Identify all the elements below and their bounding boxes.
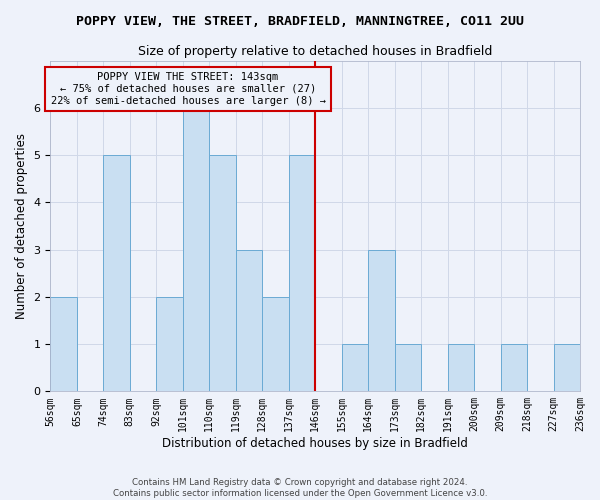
Text: Contains HM Land Registry data © Crown copyright and database right 2024.
Contai: Contains HM Land Registry data © Crown c…	[113, 478, 487, 498]
Bar	[262, 297, 289, 392]
Bar	[554, 344, 580, 392]
Bar	[103, 155, 130, 392]
Text: POPPY VIEW THE STREET: 143sqm
← 75% of detached houses are smaller (27)
22% of s: POPPY VIEW THE STREET: 143sqm ← 75% of d…	[50, 72, 326, 106]
Bar	[183, 108, 209, 392]
X-axis label: Distribution of detached houses by size in Bradfield: Distribution of detached houses by size …	[162, 437, 468, 450]
Title: Size of property relative to detached houses in Bradfield: Size of property relative to detached ho…	[138, 45, 493, 58]
Bar	[500, 344, 527, 392]
Text: POPPY VIEW, THE STREET, BRADFIELD, MANNINGTREE, CO11 2UU: POPPY VIEW, THE STREET, BRADFIELD, MANNI…	[76, 15, 524, 28]
Bar	[289, 155, 315, 392]
Bar	[50, 297, 77, 392]
Bar	[236, 250, 262, 392]
Bar	[209, 155, 236, 392]
Y-axis label: Number of detached properties: Number of detached properties	[15, 133, 28, 319]
Bar	[448, 344, 474, 392]
Bar	[368, 250, 395, 392]
Bar	[157, 297, 183, 392]
Bar	[341, 344, 368, 392]
Bar	[395, 344, 421, 392]
